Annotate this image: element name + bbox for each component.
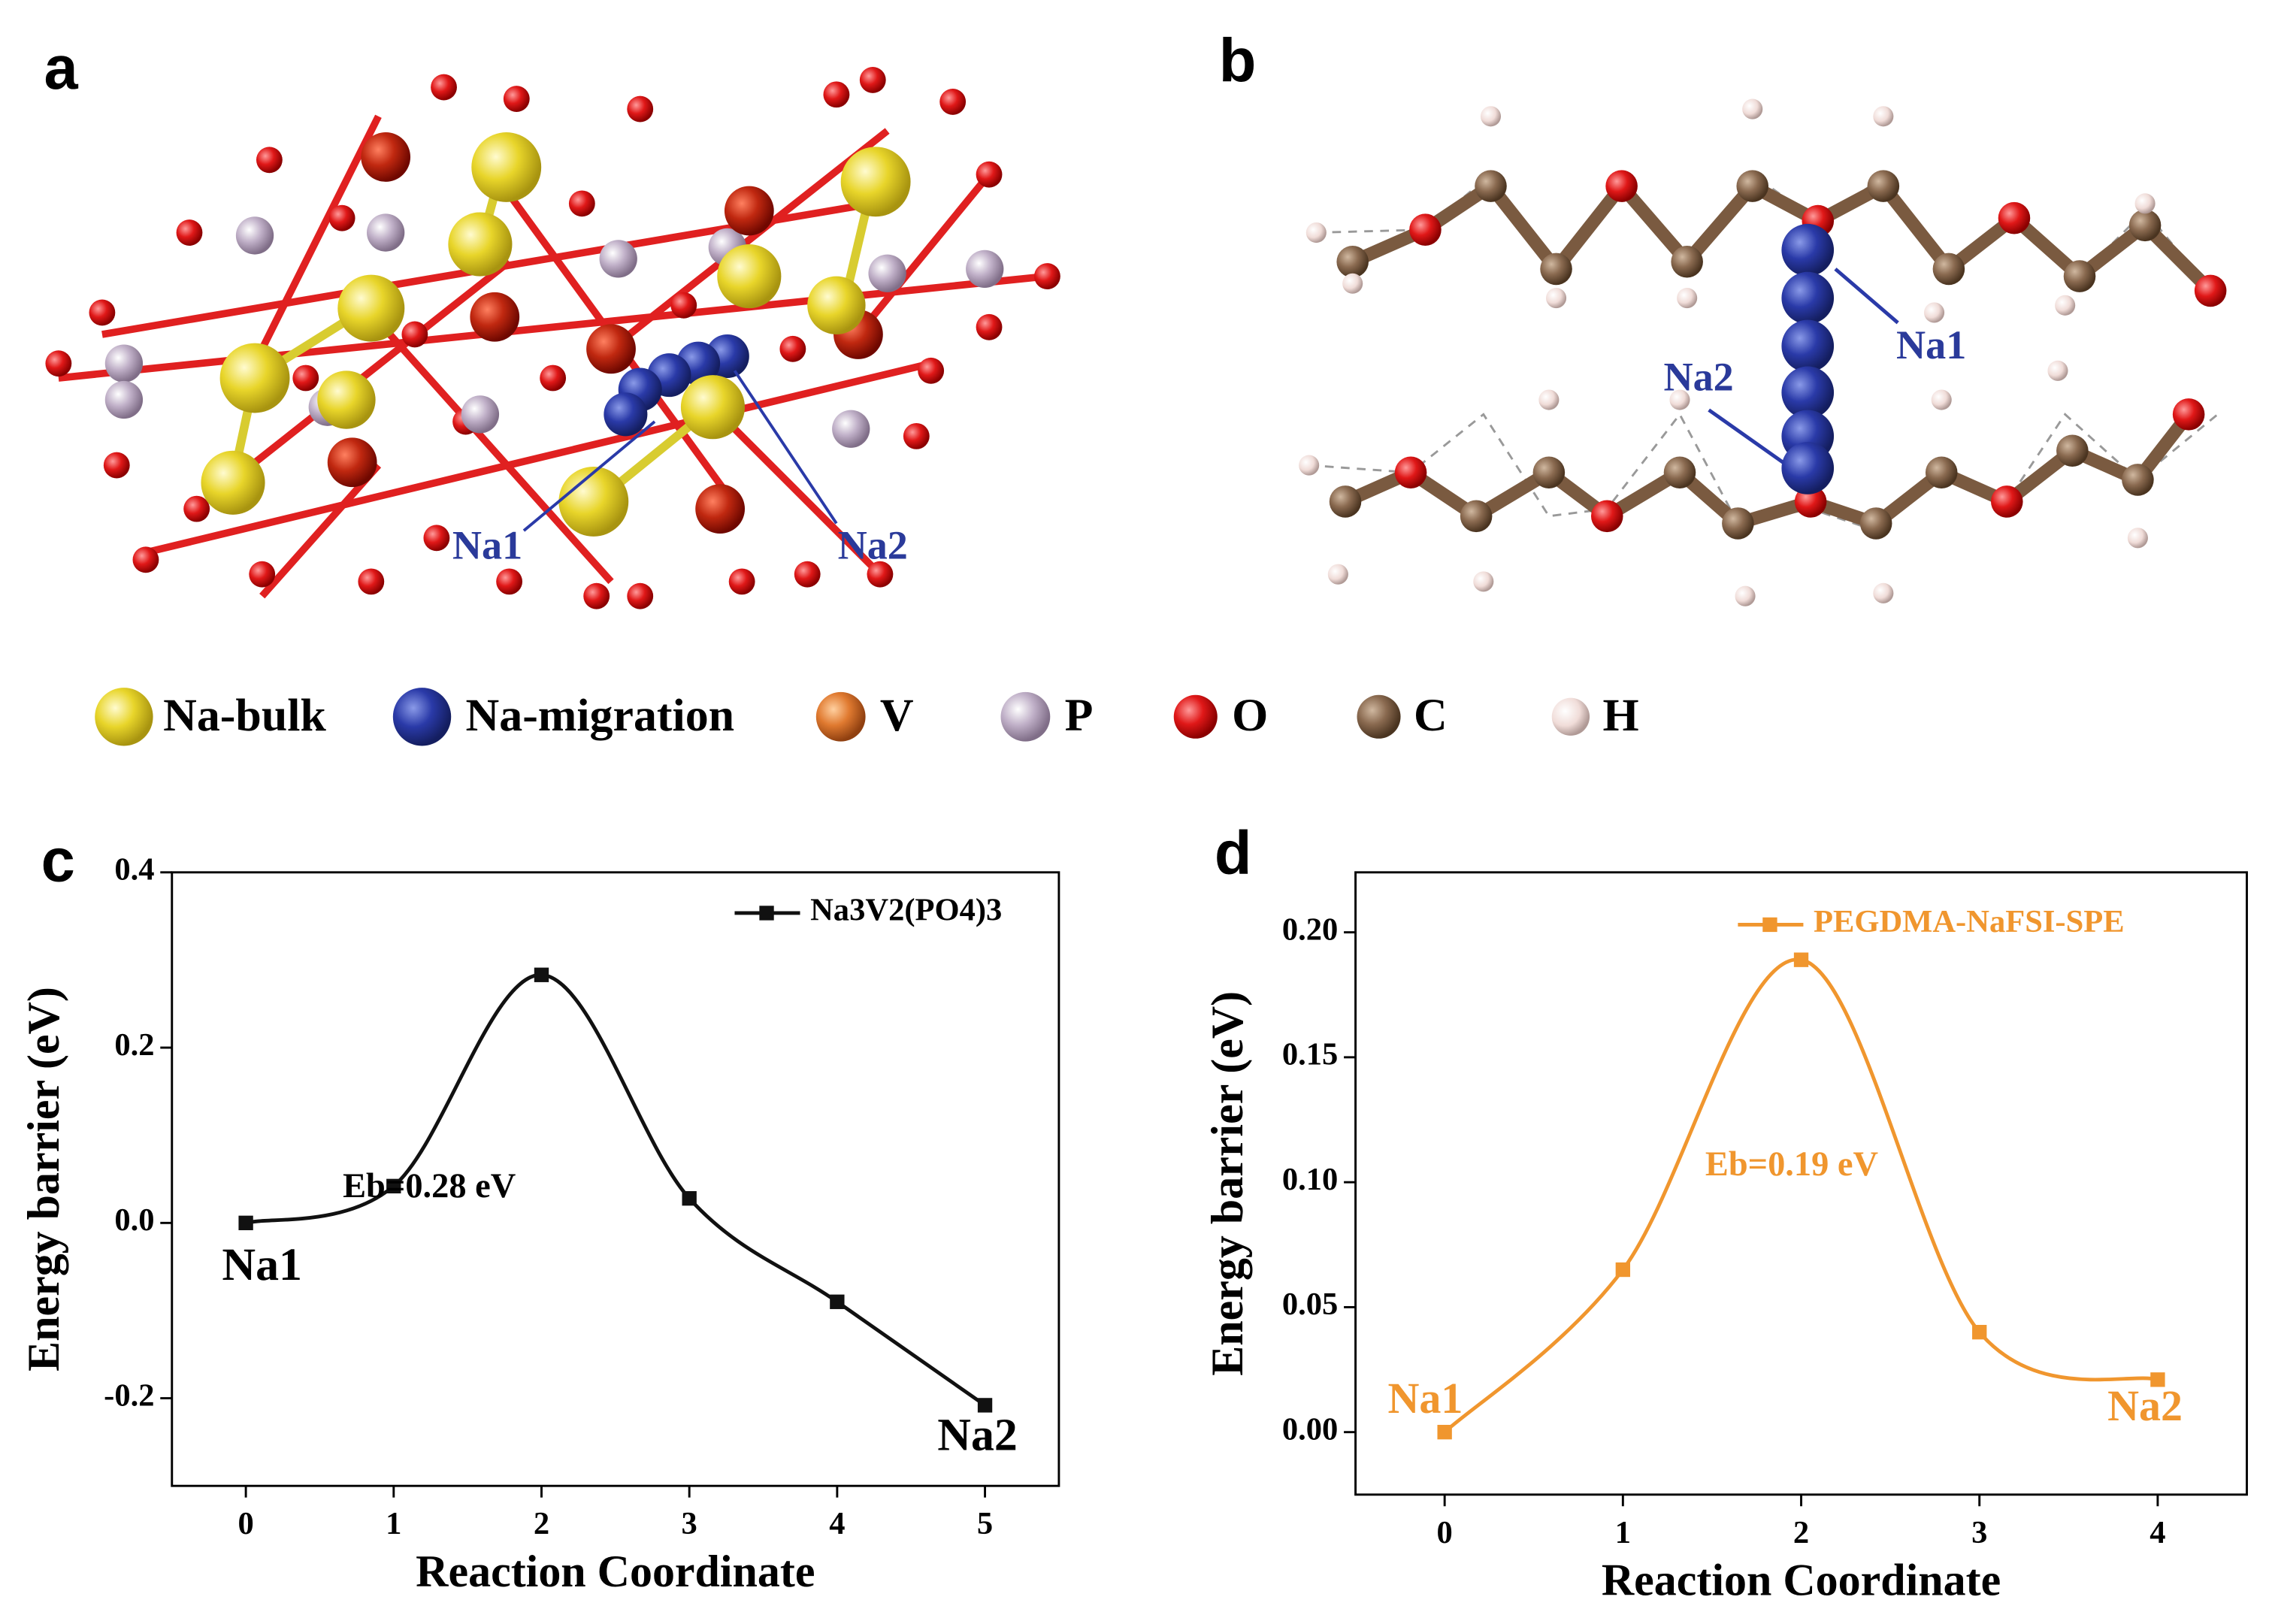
x-tick-label: 4 xyxy=(829,1506,845,1541)
y-axis-label: Energy barrier (eV) xyxy=(19,987,68,1371)
chart: 0 1 2 3 4 5 -0.2 0.0 0.2 0.4 Reaction Coordinate En… xyxy=(19,852,1060,1596)
data-point xyxy=(1437,1425,1452,1440)
y-tick-label: 0.05 xyxy=(1282,1287,1338,1322)
x-tick-label: 5 xyxy=(977,1506,993,1541)
y-tick-label: 0.15 xyxy=(1282,1037,1338,1072)
legend-label: C xyxy=(1414,690,1448,741)
series-line xyxy=(1443,957,2159,1434)
y-tick-label: 0.0 xyxy=(114,1202,154,1238)
chart: 0 1 2 3 4 0.00 0.05 0.10 0.15 0.20 Reaction Coordi… xyxy=(1203,871,2248,1605)
legend-marker xyxy=(1762,917,1777,933)
x-tick-label: 1 xyxy=(1615,1515,1631,1550)
annotation: Eb=0.19 eV xyxy=(1705,1145,1878,1184)
legend-label: PEGDMA-NaFSI-SPE xyxy=(1814,904,2125,939)
panel-label: a xyxy=(44,34,79,102)
data-point xyxy=(830,1294,845,1309)
data-point xyxy=(977,1398,993,1413)
data-point xyxy=(1972,1324,1987,1340)
structure-a: Na1 Na2 xyxy=(45,66,1060,609)
atom-legend: Na-bulk Na-migration V P O C H xyxy=(95,688,1639,746)
data-point xyxy=(1615,1262,1631,1278)
data-point xyxy=(386,1178,401,1194)
x-tick-label: 4 xyxy=(2149,1515,2165,1550)
legend-label: V xyxy=(880,690,914,741)
annotation: Na2 xyxy=(937,1410,1018,1461)
structure-b: Na1 Na2 xyxy=(1299,98,2227,606)
site-label: Na1 xyxy=(1896,322,1966,367)
annotation: Na2 xyxy=(2107,1381,2183,1430)
site-label: Na2 xyxy=(1664,354,1734,399)
data-point xyxy=(2150,1372,2165,1387)
data-point xyxy=(1793,952,1809,967)
y-tick-label: 0.4 xyxy=(114,852,154,888)
panel-label: d xyxy=(1215,819,1252,888)
site-label: Na2 xyxy=(838,523,908,568)
x-axis-label: Reaction Coordinate xyxy=(416,1547,815,1596)
legend-marker xyxy=(759,906,774,921)
legend-label: Na-migration xyxy=(466,690,735,741)
x-tick-label: 2 xyxy=(1793,1515,1809,1550)
x-tick-label: 0 xyxy=(237,1506,253,1541)
plot-frame xyxy=(171,871,1060,1487)
y-tick-label: 0.00 xyxy=(1282,1411,1338,1447)
x-tick-label: 3 xyxy=(682,1506,697,1541)
annotation: Na1 xyxy=(222,1239,302,1290)
annotation: Na1 xyxy=(1387,1374,1463,1423)
x-tick-label: 2 xyxy=(534,1506,549,1541)
legend-label: Na3V2(PO4)3 xyxy=(810,893,1002,928)
x-tick-label: 1 xyxy=(386,1506,401,1541)
x-tick-label: 0 xyxy=(1437,1515,1453,1550)
y-tick-label: 0.2 xyxy=(114,1027,154,1063)
legend-label: Na-bulk xyxy=(163,690,326,741)
x-tick-label: 3 xyxy=(1971,1515,1987,1550)
y-tick-label: 0.10 xyxy=(1282,1162,1338,1197)
y-tick-label: 0.20 xyxy=(1282,912,1338,947)
data-point xyxy=(238,1215,253,1230)
legend-label: P xyxy=(1065,690,1094,741)
y-axis-label: Energy barrier (eV) xyxy=(1203,991,1252,1376)
panel-label: c xyxy=(41,827,75,895)
x-axis-label: Reaction Coordinate xyxy=(1602,1556,2001,1605)
site-label: Na1 xyxy=(452,523,522,568)
panel-label: b xyxy=(1219,27,1257,95)
data-point xyxy=(682,1190,697,1206)
y-tick-label: -0.2 xyxy=(104,1378,154,1413)
legend-label: H xyxy=(1602,690,1638,741)
legend-label: O xyxy=(1232,690,1268,741)
annotation: Eb=0.28 eV xyxy=(343,1167,516,1205)
data-point xyxy=(534,967,549,982)
